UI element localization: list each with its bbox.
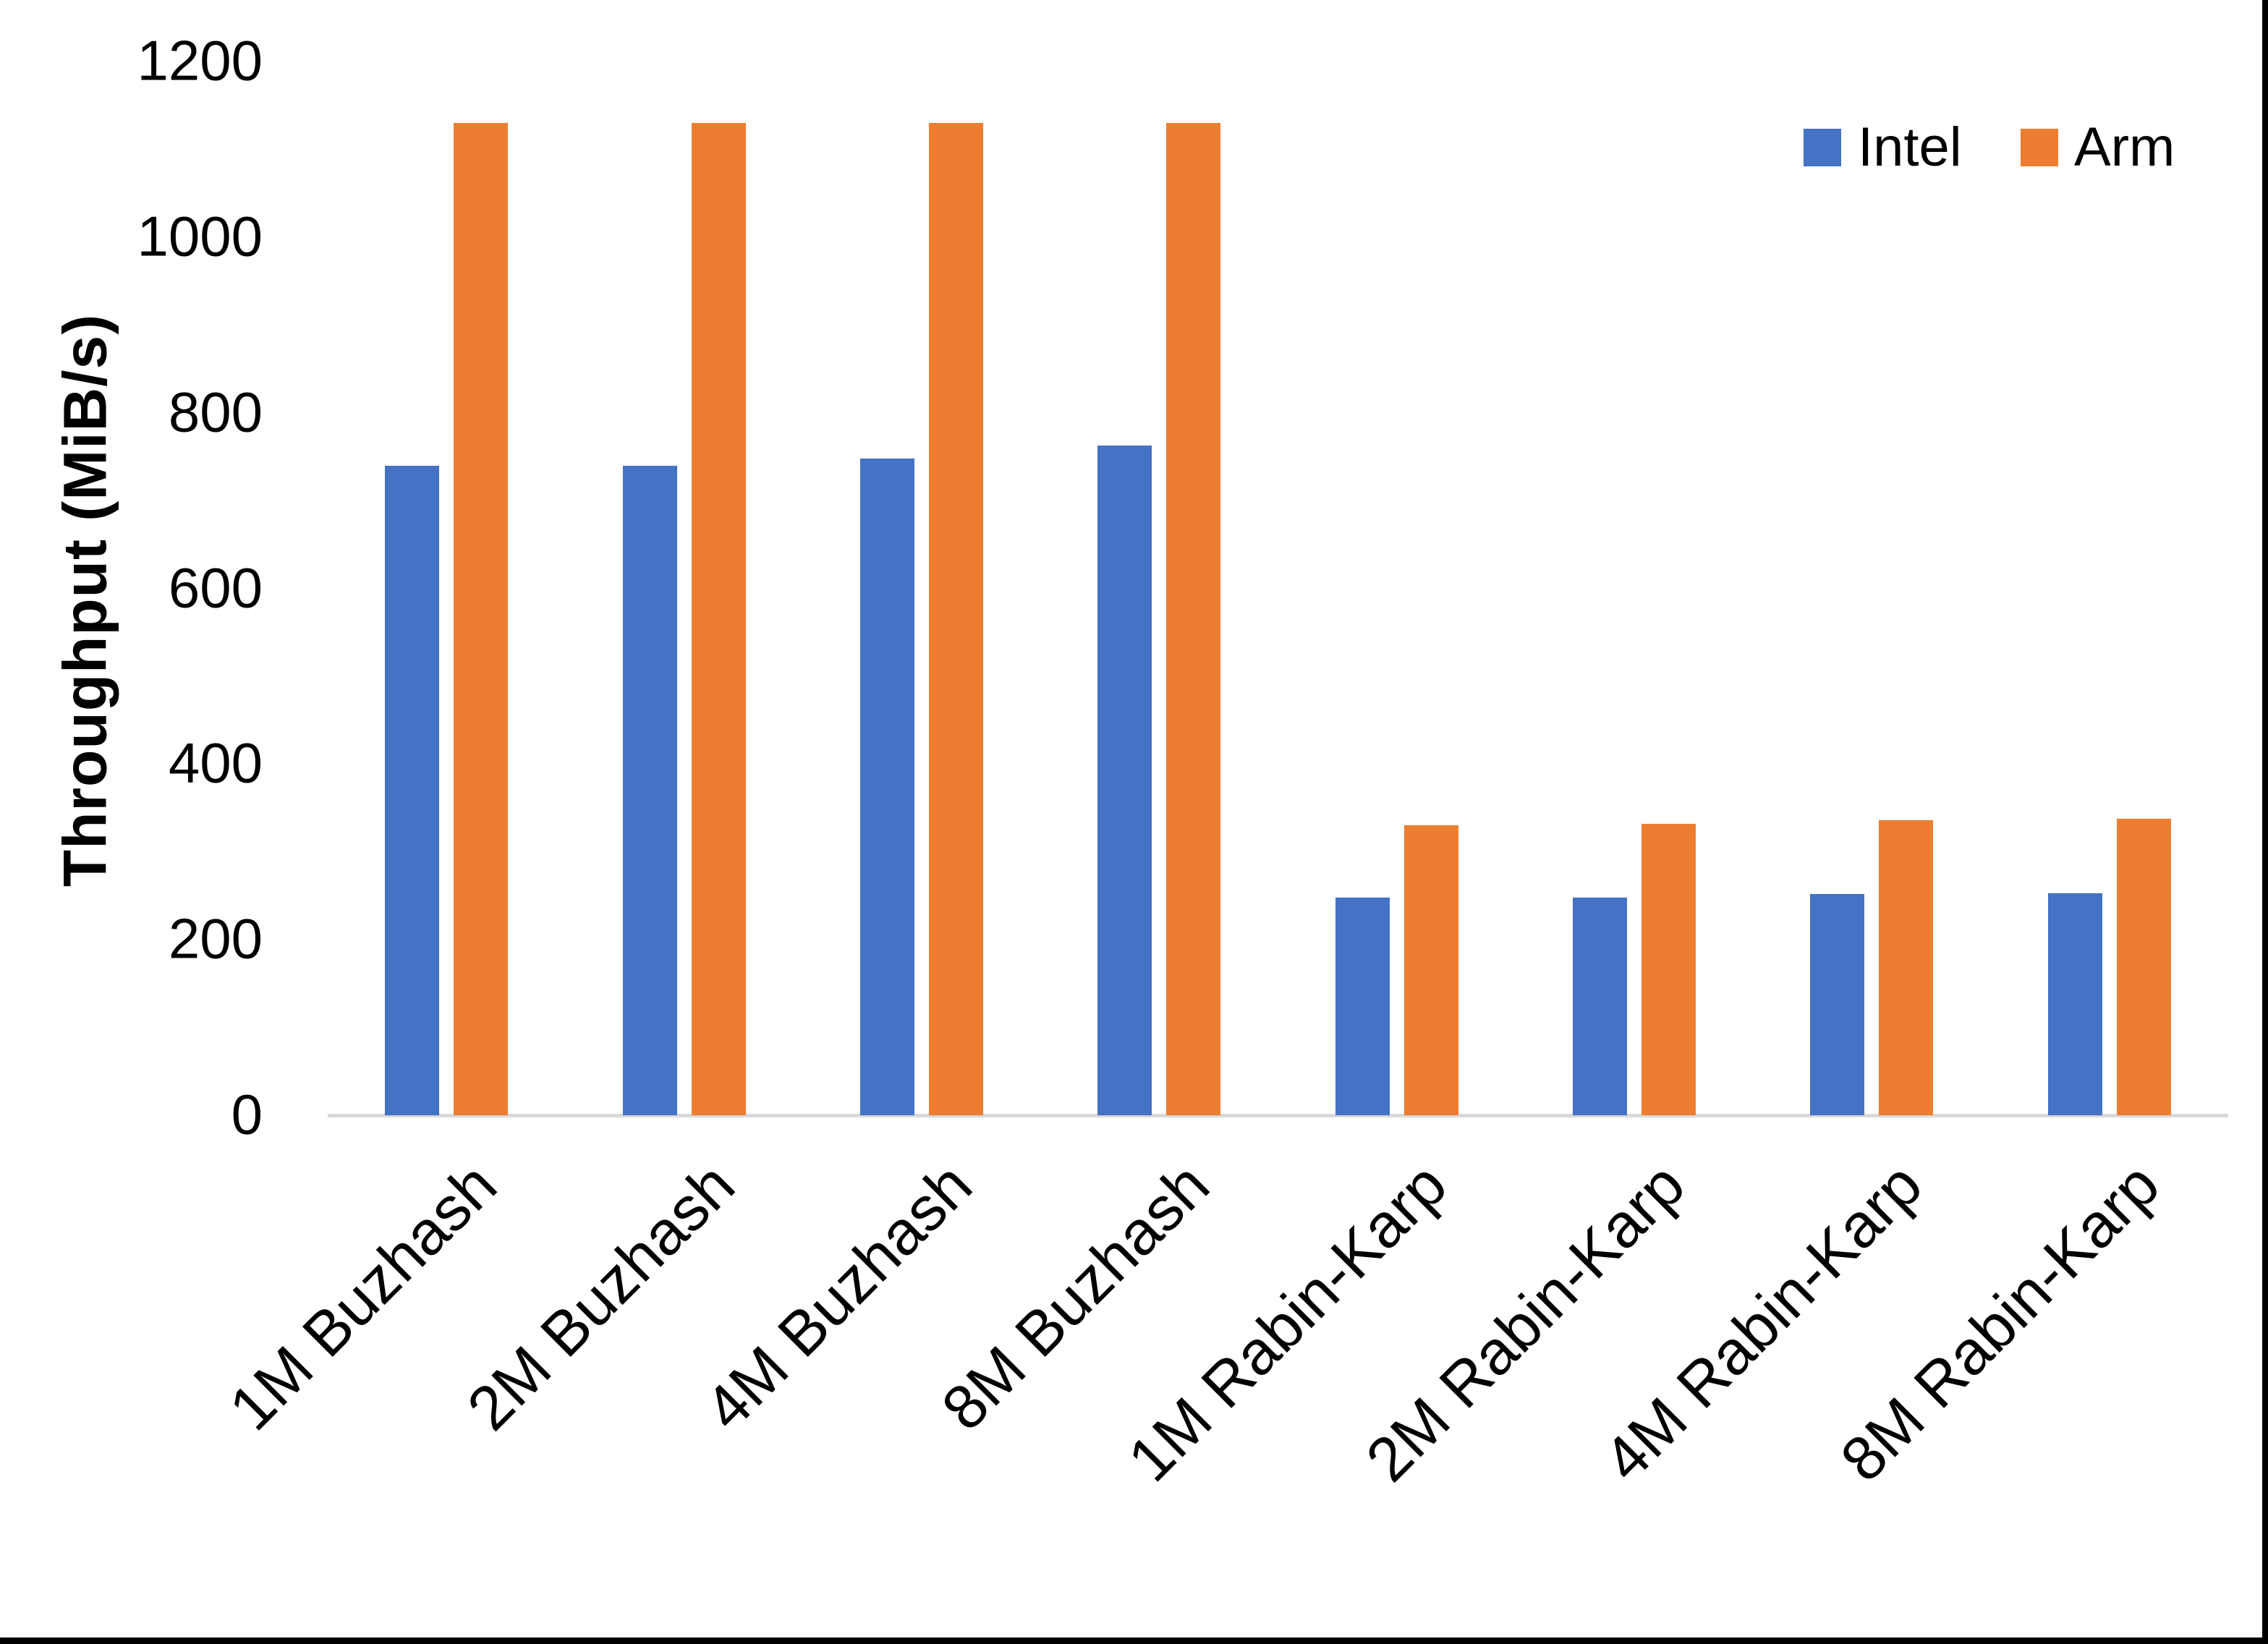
- y-tick-label-200: 200: [168, 906, 263, 971]
- y-tick-label-1200: 1200: [137, 28, 263, 93]
- legend-swatch-intel: [1804, 129, 1841, 166]
- bar-intel-8m-rabin-karp: [2047, 893, 2102, 1115]
- bar-intel-1m-buzhash: [385, 465, 440, 1115]
- legend-label-intel: Intel: [1858, 116, 1962, 178]
- bar-intel-1m-rabin-karp: [1335, 897, 1390, 1115]
- y-tick-label-0: 0: [231, 1082, 263, 1146]
- bar-arm-2m-rabin-karp: [1641, 823, 1696, 1115]
- bottom-border: [0, 1637, 2268, 1644]
- bar-arm-2m-buzhash: [691, 122, 746, 1115]
- legend-swatch-arm: [2021, 129, 2058, 166]
- bar-arm-4m-rabin-karp: [1879, 820, 1934, 1115]
- bar-intel-8m-buzhash: [1097, 445, 1152, 1115]
- legend-label-arm: Arm: [2074, 116, 2175, 178]
- bar-arm-1m-buzhash: [454, 122, 509, 1115]
- y-tick-label-400: 400: [168, 731, 263, 795]
- bar-arm-8m-buzhash: [1166, 122, 1221, 1115]
- y-tick-label-600: 600: [168, 555, 263, 619]
- bar-arm-4m-buzhash: [928, 122, 983, 1115]
- bar-intel-4m-rabin-karp: [1810, 894, 1865, 1115]
- y-tick-label-1000: 1000: [137, 204, 263, 268]
- bar-arm-1m-rabin-karp: [1403, 825, 1458, 1115]
- bar-intel-4m-buzhash: [859, 458, 914, 1115]
- bar-arm-8m-rabin-karp: [2116, 818, 2171, 1115]
- bar-intel-2m-rabin-karp: [1573, 897, 1628, 1115]
- y-tick-label-800: 800: [168, 380, 263, 444]
- bar-intel-2m-buzhash: [622, 465, 677, 1115]
- right-border: [2262, 0, 2268, 1644]
- x-axis-line: [328, 1114, 2228, 1117]
